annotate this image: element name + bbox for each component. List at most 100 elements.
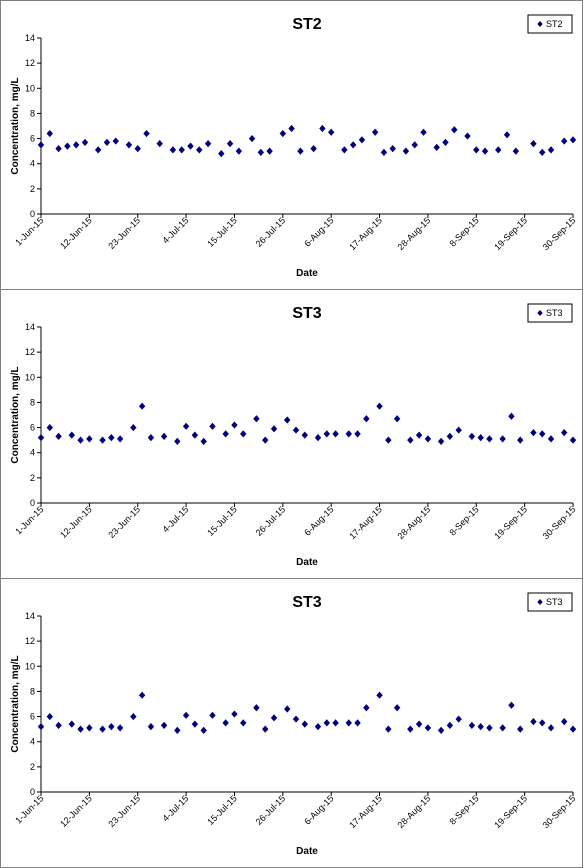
data-point (345, 719, 352, 727)
data-point (319, 124, 326, 133)
data-point (130, 423, 137, 432)
data-point (451, 126, 458, 134)
data-point (424, 724, 432, 732)
x-tick-label: 17-Aug-15 (347, 215, 384, 252)
data-point (200, 437, 207, 445)
data-point (253, 704, 260, 712)
y-tick-label: 14 (25, 33, 35, 43)
legend-label: ST2 (546, 19, 563, 29)
data-point (279, 129, 287, 138)
data-point (486, 435, 493, 443)
data-point (182, 422, 190, 430)
data-point (495, 146, 502, 154)
data-point (64, 142, 71, 150)
legend-box (527, 592, 573, 612)
data-point (327, 128, 335, 136)
x-tick-label: 23-Jun-15 (106, 793, 142, 829)
data-point (385, 436, 392, 444)
data-point (200, 726, 207, 734)
data-point (37, 434, 45, 442)
data-point (191, 720, 199, 728)
data-point (314, 434, 322, 442)
data-point (530, 140, 537, 148)
data-point (222, 430, 229, 438)
y-tick-label: 14 (25, 611, 35, 621)
data-point (156, 140, 163, 148)
data-point (262, 436, 269, 444)
data-point (363, 415, 370, 423)
x-tick-label: 4-Jul-15 (160, 504, 190, 534)
data-point (314, 723, 322, 731)
legend-label: ST3 (546, 308, 563, 318)
data-point (138, 691, 146, 699)
y-tick-label: 2 (30, 762, 35, 772)
data-point (196, 146, 203, 154)
x-tick-label: 12-Jun-15 (58, 215, 94, 251)
data-point (349, 141, 357, 149)
data-point (37, 723, 45, 731)
data-point (446, 432, 454, 440)
x-tick-label: 17-Aug-15 (347, 504, 384, 541)
data-point (385, 725, 392, 733)
data-point (389, 145, 396, 153)
data-point (363, 704, 370, 712)
data-point (323, 719, 330, 727)
data-point (442, 138, 449, 146)
x-tick-label: 15-Jul-15 (205, 793, 239, 827)
x-tick-label: 4-Jul-15 (160, 215, 190, 245)
chart-title: ST2 (292, 16, 321, 33)
data-point (94, 146, 102, 154)
x-tick-label: 1-Jun-15 (13, 793, 45, 825)
x-tick-label: 12-Jun-15 (58, 504, 94, 540)
data-point (380, 148, 388, 156)
legend-label: ST3 (546, 597, 563, 607)
data-point (226, 140, 234, 148)
x-tick-label: 28-Aug-15 (396, 215, 433, 252)
data-point (499, 435, 506, 443)
data-point (209, 422, 216, 430)
x-tick-label: 30-Sep-15 (541, 215, 578, 252)
data-point (46, 129, 53, 138)
x-tick-label: 19-Sep-15 (492, 793, 529, 830)
data-point (257, 148, 265, 156)
data-point (77, 725, 84, 733)
data-point (108, 434, 115, 442)
data-point (240, 430, 247, 438)
data-point (174, 726, 181, 734)
data-point (108, 723, 115, 731)
y-tick-label: 10 (25, 661, 35, 671)
x-tick-label: 23-Jun-15 (106, 215, 142, 251)
data-point (376, 402, 383, 410)
data-point (547, 724, 555, 732)
data-point (468, 432, 476, 440)
data-point (561, 429, 568, 437)
data-point (288, 124, 295, 133)
x-tick-label: 26-Jul-15 (254, 215, 288, 249)
data-point (55, 432, 62, 440)
data-point (253, 415, 260, 423)
y-tick-label: 4 (30, 448, 35, 458)
data-point (530, 429, 537, 437)
data-point (112, 137, 119, 145)
y-tick-label: 4 (30, 159, 35, 169)
data-point (68, 720, 75, 728)
data-point (138, 402, 146, 410)
data-point (248, 134, 256, 143)
data-point (508, 701, 515, 709)
data-point (323, 430, 330, 438)
data-point (512, 147, 520, 155)
x-tick-label: 28-Aug-15 (396, 504, 433, 541)
x-tick-label: 15-Jul-15 (205, 504, 239, 538)
x-tick-label: 26-Jul-15 (254, 504, 288, 538)
y-tick-label: 0 (30, 787, 35, 797)
data-point (103, 138, 111, 146)
data-point (292, 426, 300, 434)
data-point (561, 137, 568, 145)
y-tick-label: 6 (30, 423, 35, 433)
data-point (125, 141, 133, 149)
data-point (407, 725, 414, 733)
legend-marker (537, 21, 543, 27)
data-point (486, 724, 493, 732)
data-point (292, 715, 300, 723)
data-point (178, 146, 185, 154)
